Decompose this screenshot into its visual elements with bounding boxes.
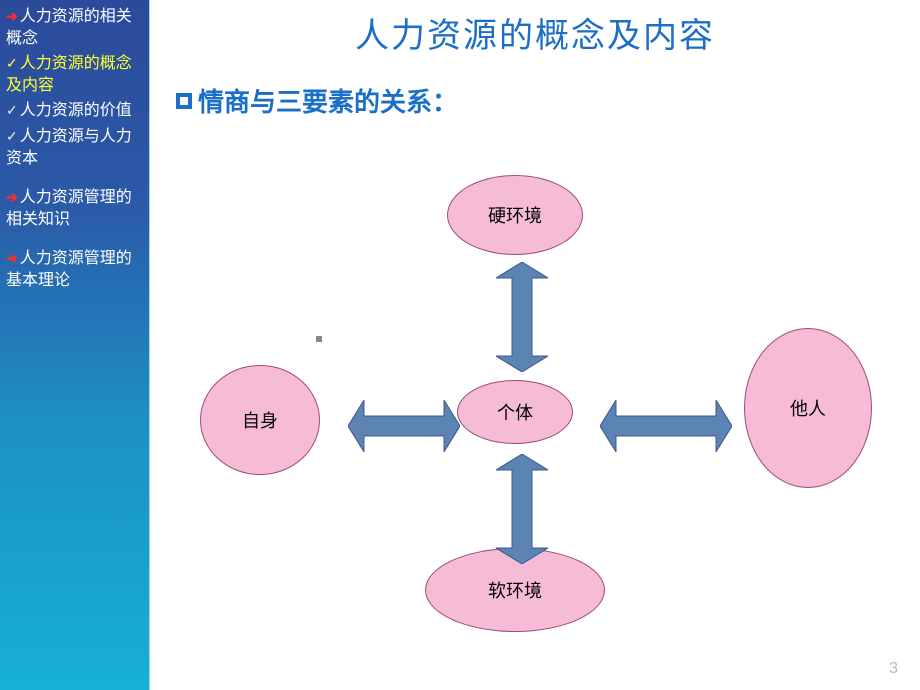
node-label: 软环境 [488, 577, 542, 603]
sidebar-item-label: 人力资源的相关概念 [6, 8, 132, 47]
page-subtitle: 情商与三要素的关系： [176, 82, 458, 119]
sidebar-item-label: 人力资源管理的基本理论 [6, 250, 132, 289]
double-arrow-icon [348, 400, 460, 457]
sidebar-item-2[interactable]: ✓人力资源的价值 [6, 100, 143, 122]
subtitle-text: 情商与三要素的关系： [198, 82, 458, 119]
check-bullet-icon: ✓ [6, 55, 20, 71]
node-label: 个体 [497, 399, 533, 425]
edit-handle-icon [316, 336, 322, 342]
node-center: 个体 [457, 380, 573, 444]
sidebar-item-5[interactable]: ➔人力资源管理的基本理论 [6, 248, 143, 291]
arrow-bullet-icon: ➔ [6, 8, 20, 24]
nav-spacer [6, 234, 143, 248]
subtitle-bullet-icon [176, 93, 192, 109]
page-title: 人力资源的概念及内容 [150, 8, 920, 57]
sidebar-item-3[interactable]: ✓人力资源与人力资本 [6, 126, 143, 169]
double-arrow-icon [600, 400, 732, 457]
sidebar: ➔人力资源的相关概念✓人力资源的概念及内容✓人力资源的价值✓人力资源与人力资本➔… [0, 0, 150, 690]
check-bullet-icon: ✓ [6, 102, 20, 118]
node-label: 自身 [242, 407, 278, 433]
node-left: 自身 [200, 365, 320, 475]
arrow-bullet-icon: ➔ [6, 189, 20, 205]
sidebar-item-label: 人力资源管理的相关知识 [6, 189, 132, 228]
sidebar-item-label: 人力资源与人力资本 [6, 128, 132, 167]
sidebar-item-label: 人力资源的价值 [20, 102, 132, 119]
node-top: 硬环境 [447, 175, 583, 255]
node-label: 他人 [790, 395, 826, 421]
sidebar-item-0[interactable]: ➔人力资源的相关概念 [6, 6, 143, 49]
double-arrow-icon [496, 454, 548, 569]
nav-spacer [6, 173, 143, 187]
main-area: 人力资源的概念及内容 情商与三要素的关系： 个体 硬环境软环境 自身 他人 3 [150, 0, 920, 690]
sidebar-item-4[interactable]: ➔人力资源管理的相关知识 [6, 187, 143, 230]
double-arrow-icon [496, 262, 548, 377]
arrow-bullet-icon: ➔ [6, 250, 20, 266]
check-bullet-icon: ✓ [6, 128, 20, 144]
page-number: 3 [889, 660, 898, 678]
node-label: 硬环境 [488, 202, 542, 228]
sidebar-item-1[interactable]: ✓人力资源的概念及内容 [6, 53, 143, 96]
sidebar-item-label: 人力资源的概念及内容 [6, 55, 132, 94]
nav-list: ➔人力资源的相关概念✓人力资源的概念及内容✓人力资源的价值✓人力资源与人力资本➔… [6, 6, 143, 292]
node-right: 他人 [744, 328, 872, 488]
